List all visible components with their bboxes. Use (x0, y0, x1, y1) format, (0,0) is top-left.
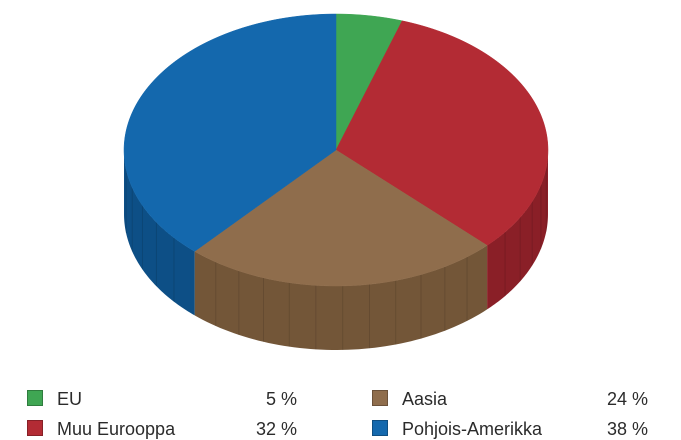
legend-item-aasia: Aasia 24 % (372, 388, 662, 410)
legend-item-muu-eurooppa: Muu Eurooppa 32 % (27, 418, 307, 440)
legend-value-muu-eurooppa: 32 % (255, 419, 297, 439)
legend-value-eu: 5 % (265, 389, 297, 409)
pie-chart (123, 13, 549, 350)
pie-side-muu-eurooppa (487, 150, 548, 310)
legend-value-pohjois-amerikka: 38 % (606, 419, 648, 439)
pie-slice-muu-eurooppa (335, 20, 549, 246)
pie-side-aasia (194, 245, 488, 350)
pie-slice-pohjois-amerikka (123, 13, 337, 252)
legend-label-pohjois-amerikka: Pohjois-Amerikka (402, 419, 543, 439)
legend-value-aasia: 24 % (606, 389, 648, 409)
pie-slice-aasia (194, 149, 488, 287)
legend-swatch-pohjois-amerikka (372, 420, 388, 436)
legend-label-muu-eurooppa: Muu Eurooppa (57, 419, 176, 439)
legend-swatch-muu-eurooppa (27, 420, 43, 436)
legend-label-aasia: Aasia (402, 389, 448, 409)
legend-label-eu: EU (57, 389, 83, 409)
legend-swatch-eu (27, 390, 43, 406)
legend-swatch-aasia (372, 390, 388, 406)
pie-slice-eu (335, 13, 403, 151)
legend-item-pohjois-amerikka: Pohjois-Amerikka 38 % (372, 418, 662, 440)
legend-item-eu: EU 5 % (27, 388, 307, 410)
chart-legend: EU 5 % Muu Eurooppa 32 % Aasia 24 % Pohj… (0, 380, 681, 440)
pie-side-pohjois-amerikka (124, 150, 195, 316)
